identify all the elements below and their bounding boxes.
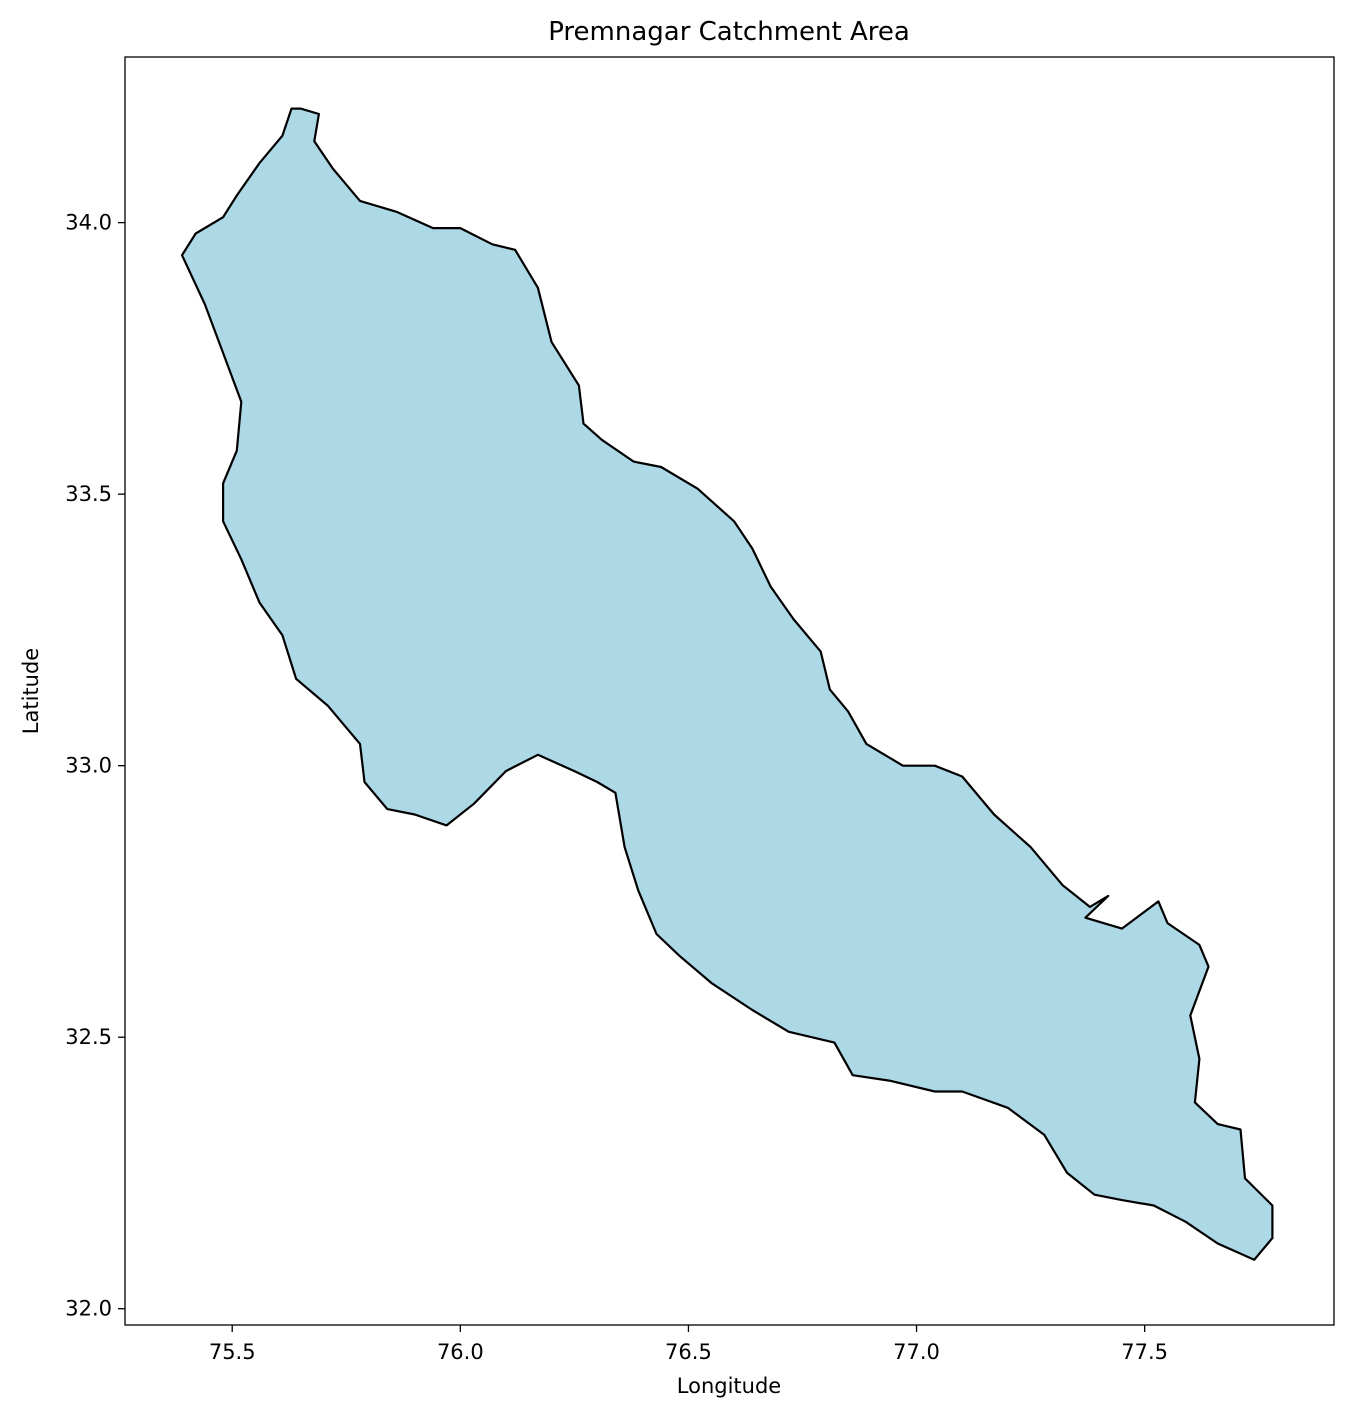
y-axis-label: Latitude [19, 648, 43, 734]
x-tick-label: 76.5 [665, 1340, 712, 1364]
chart-title: Premnagar Catchment Area [548, 17, 910, 47]
y-axis-ticks: 32.0 32.5 33.0 33.5 34.0 [65, 211, 125, 1321]
x-axis-ticks: 75.5 76.0 76.5 77.0 77.5 [209, 1325, 1168, 1364]
y-tick-label: 33.5 [65, 482, 112, 506]
x-tick-label: 75.5 [209, 1340, 256, 1364]
plot-area [180, 107, 1274, 1261]
y-tick-label: 34.0 [65, 211, 112, 235]
y-tick-label: 32.5 [65, 1025, 112, 1049]
catchment-area-polygon [180, 107, 1274, 1261]
x-tick-label: 77.0 [893, 1340, 940, 1364]
x-axis-label: Longitude [677, 1374, 781, 1398]
axes-frame [124, 56, 1335, 1326]
y-tick-label: 33.0 [65, 754, 112, 778]
x-tick-label: 76.0 [437, 1340, 484, 1364]
y-tick-label: 32.0 [65, 1297, 112, 1321]
x-tick-label: 77.5 [1121, 1340, 1168, 1364]
